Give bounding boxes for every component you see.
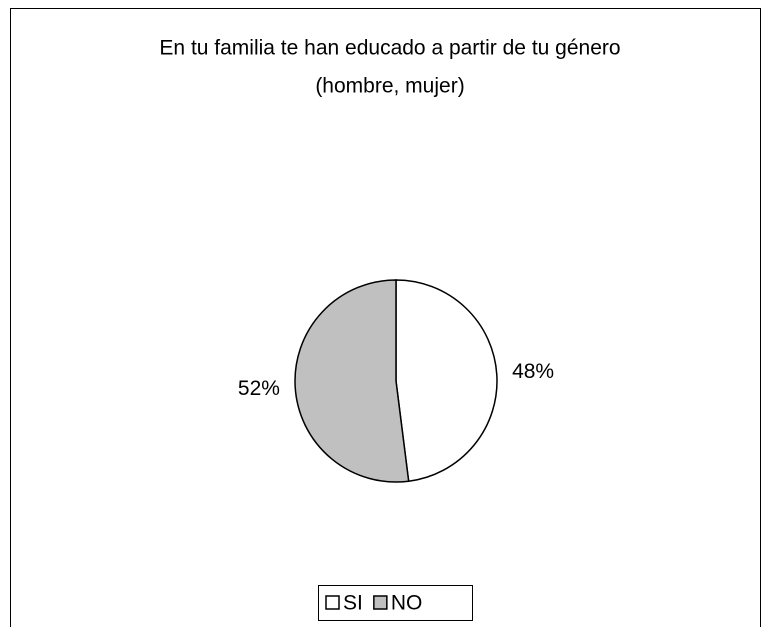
pie-slice <box>395 279 498 483</box>
legend-swatch <box>373 595 388 610</box>
legend-label: NO <box>391 592 423 615</box>
data-label: 52% <box>238 377 280 400</box>
chart-title: (hombre, mujer) <box>315 75 464 98</box>
legend-swatch <box>325 595 340 610</box>
legend-label: SI <box>343 592 363 615</box>
chart-title: En tu familia te han educado a partir de… <box>159 37 620 60</box>
legend-box <box>318 585 473 621</box>
pie-slice <box>294 279 410 483</box>
data-label: 48% <box>512 360 554 383</box>
